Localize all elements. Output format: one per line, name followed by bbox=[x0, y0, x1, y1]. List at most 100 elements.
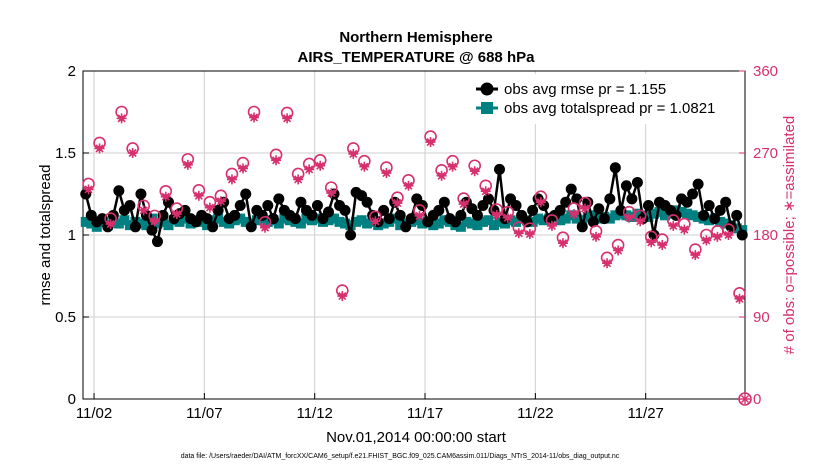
spread-point bbox=[196, 216, 207, 227]
rmse-point bbox=[129, 221, 141, 233]
rmse-point bbox=[698, 209, 710, 221]
obs-assimilated-marker bbox=[237, 163, 248, 174]
rmse-point bbox=[471, 209, 483, 221]
rmse-point bbox=[692, 178, 704, 190]
obs-assimilated-marker bbox=[160, 191, 171, 202]
spread-point bbox=[218, 216, 229, 227]
obs-assimilated-marker bbox=[271, 155, 282, 166]
spread-point bbox=[483, 215, 494, 226]
obs-assimilated-marker bbox=[83, 184, 94, 195]
rmse-point bbox=[576, 221, 588, 233]
obs-assimilated-marker bbox=[690, 250, 701, 261]
spread-point bbox=[279, 213, 290, 224]
spread-point bbox=[389, 213, 400, 224]
chart-title: Northern Hemisphere bbox=[339, 29, 492, 46]
rmse-point bbox=[620, 180, 632, 192]
spread-point bbox=[345, 220, 356, 231]
spread-point bbox=[340, 218, 351, 229]
rmse-point bbox=[598, 213, 610, 225]
obs-assimilated-marker bbox=[337, 291, 348, 302]
spread-point bbox=[411, 215, 422, 226]
rmse-point bbox=[720, 196, 732, 208]
obs-assimilated-marker bbox=[568, 209, 579, 220]
spread-point bbox=[511, 216, 522, 227]
spread-point bbox=[560, 213, 571, 224]
rmse-point bbox=[262, 199, 274, 211]
left-axis-ticks: 0 0.5 1 1.5 2 bbox=[55, 63, 89, 408]
x-tick-label: 11/02 bbox=[76, 405, 112, 422]
rmse-point bbox=[681, 196, 693, 208]
spread-point bbox=[682, 208, 693, 219]
right-tick-label: 180 bbox=[753, 227, 778, 244]
spread-point bbox=[428, 220, 439, 231]
spread-point bbox=[351, 216, 362, 227]
obs-assimilated-marker bbox=[193, 190, 204, 201]
obs-assimilated-marker bbox=[436, 170, 447, 181]
legend-rmse-marker bbox=[480, 82, 494, 96]
obs-assimilated-marker bbox=[447, 161, 458, 172]
obs-assimilated-marker bbox=[359, 161, 370, 172]
spread-point bbox=[715, 216, 726, 227]
spread-point bbox=[295, 218, 306, 229]
spread-point bbox=[472, 220, 483, 231]
spread-point bbox=[571, 213, 582, 224]
spread-point bbox=[588, 210, 599, 221]
obs-assimilated-marker bbox=[403, 180, 414, 191]
rmse-point bbox=[438, 196, 450, 208]
rmse-point bbox=[631, 177, 643, 189]
obs-assimilated-marker bbox=[127, 148, 138, 158]
spread-point bbox=[329, 213, 340, 224]
obs-assimilated-marker bbox=[293, 174, 304, 185]
rmse-point bbox=[135, 188, 147, 200]
spread-point bbox=[704, 215, 715, 226]
legend-rmse-label: obs avg rmse pr = 1.155 bbox=[504, 81, 666, 98]
spread-point bbox=[273, 218, 284, 229]
x-tick-label: 11/07 bbox=[186, 405, 222, 422]
spread-point bbox=[610, 210, 621, 221]
obs-assimilated-marker bbox=[580, 203, 591, 214]
spread-point bbox=[433, 218, 444, 229]
rmse-point bbox=[113, 185, 125, 197]
obs-assimilated-marker bbox=[381, 168, 392, 179]
obs-assimilated-marker bbox=[282, 113, 293, 124]
obs-assimilated-marker bbox=[105, 219, 116, 230]
spread-point bbox=[604, 213, 615, 224]
rmse-point bbox=[273, 193, 285, 205]
obs-assimilated-marker bbox=[149, 216, 160, 227]
rmse-point bbox=[494, 163, 506, 175]
spread-point bbox=[135, 218, 146, 229]
left-tick-label: 0.5 bbox=[55, 309, 76, 326]
rmse-point bbox=[510, 199, 522, 211]
spread-point bbox=[461, 216, 472, 227]
obs-assimilated-marker bbox=[414, 210, 425, 221]
obs-assimilated-marker bbox=[491, 209, 502, 220]
spread-point bbox=[466, 218, 477, 229]
x-tick-label: 11/27 bbox=[627, 405, 663, 422]
rmse-point bbox=[687, 188, 699, 200]
rmse-point bbox=[306, 209, 318, 221]
spread-point bbox=[660, 210, 671, 221]
spread-point bbox=[207, 215, 218, 226]
obs-assimilated-marker bbox=[215, 196, 226, 207]
obs-assimilated-marker bbox=[602, 258, 613, 269]
obs-assimilated-marker bbox=[138, 205, 149, 216]
spread-point bbox=[439, 215, 450, 226]
obs-assimilated-marker bbox=[260, 222, 271, 233]
spread-point bbox=[731, 223, 742, 234]
rmse-point bbox=[642, 199, 654, 211]
rmse-point bbox=[433, 204, 445, 216]
rmse-point bbox=[322, 206, 334, 218]
rmse-point bbox=[731, 209, 743, 221]
obs-assimilated-marker bbox=[458, 199, 469, 210]
spread-point bbox=[362, 218, 373, 229]
rmse-point bbox=[295, 196, 307, 208]
spread-point bbox=[80, 216, 91, 227]
legend-spread-marker bbox=[481, 102, 493, 114]
rmse-point bbox=[124, 199, 136, 211]
left-axis-label: rmse and totalspread bbox=[37, 165, 54, 306]
rmse-point bbox=[107, 209, 119, 221]
spread-point bbox=[582, 211, 593, 222]
rmse-point bbox=[587, 216, 599, 228]
obs-assimilated-marker bbox=[425, 137, 436, 148]
spread-point bbox=[417, 218, 428, 229]
